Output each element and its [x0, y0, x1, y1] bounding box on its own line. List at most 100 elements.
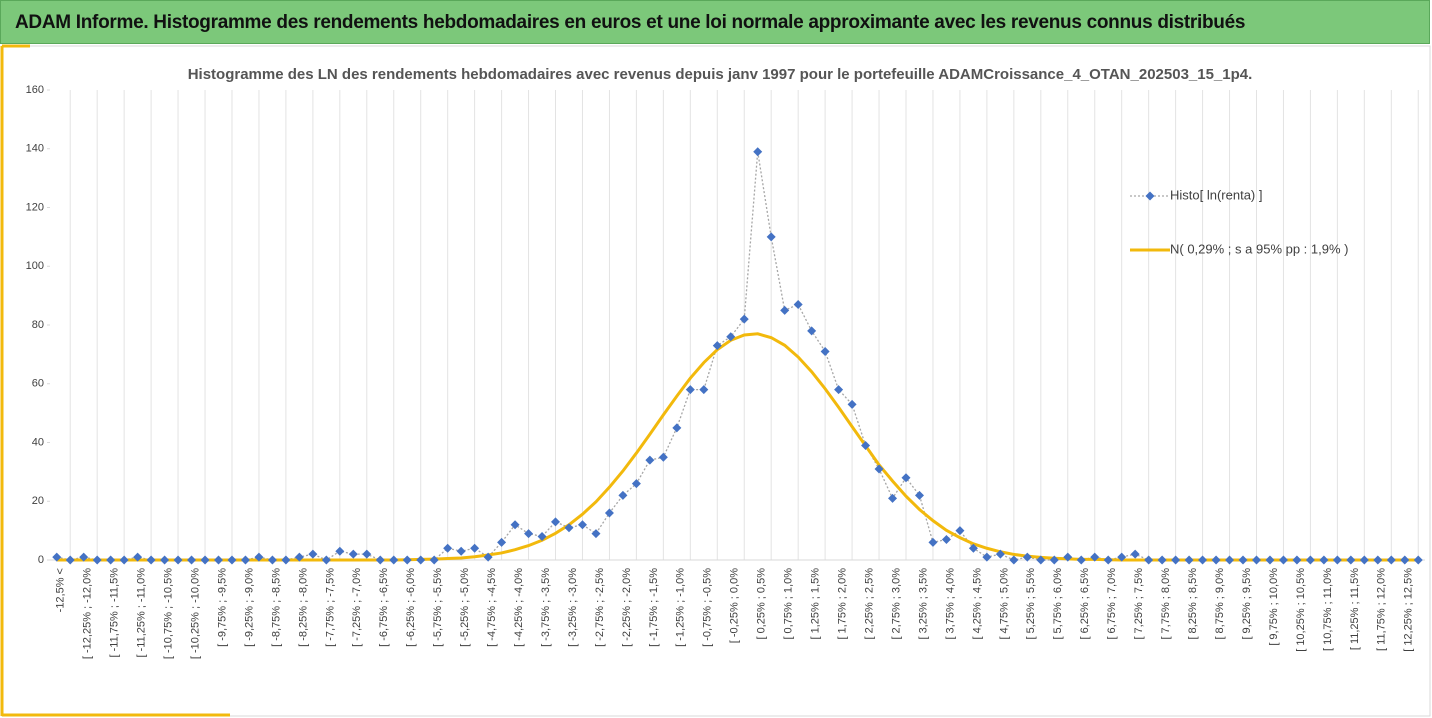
histogram-point [335, 546, 345, 556]
histogram-point [133, 552, 143, 562]
histogram-point [955, 526, 965, 536]
x-tick-label: [ -10,25% ; -10,0% [189, 568, 201, 659]
histogram-point [281, 555, 291, 565]
x-tick-label: [ -8,25% ; -8,0% [297, 568, 309, 647]
histogram-point [65, 555, 75, 565]
histogram-point [807, 326, 817, 336]
histogram-point [1063, 552, 1073, 562]
y-tick-label: 80 [32, 319, 44, 331]
histogram-point [793, 299, 803, 309]
histogram-point [820, 346, 830, 356]
x-tick-label: [ -8,75% ; -8,5% [270, 568, 282, 647]
histogram-point [362, 549, 372, 559]
histogram-point [308, 549, 318, 559]
legend-label: Histo[ ln(renta) ] [1170, 187, 1262, 202]
x-tick-label: [ 2,75% ; 3,0% [890, 568, 902, 640]
histogram-point [753, 147, 763, 157]
histogram-point [726, 332, 736, 342]
x-tick-label: [ 5,25% ; 5,5% [1025, 568, 1037, 640]
histogram-point [443, 543, 453, 553]
histogram-point [645, 455, 655, 465]
histogram-point [1238, 555, 1248, 565]
chart-title: Histogramme des LN des rendements hebdom… [188, 66, 1253, 83]
legend-marker [1145, 191, 1155, 201]
histogram-point [321, 555, 331, 565]
x-tick-label: [ 7,25% ; 7,5% [1133, 568, 1145, 640]
histogram-point [847, 399, 857, 409]
histogram-point [1049, 555, 1059, 565]
x-tick-label: [ 7,75% ; 8,0% [1160, 568, 1172, 640]
histogram-point [1130, 549, 1140, 559]
histogram-point [941, 534, 951, 544]
histogram-point [173, 555, 183, 565]
histogram-point [1278, 555, 1288, 565]
histogram-point [537, 532, 547, 541]
histogram-point [416, 555, 426, 565]
histogram-point [214, 555, 224, 565]
histogram-point [187, 555, 197, 565]
histogram-point [146, 555, 156, 565]
histogram-point [52, 552, 62, 562]
x-tick-label: [ -7,25% ; -7,0% [351, 568, 363, 647]
x-tick-label: [ 0,75% ; 1,0% [783, 568, 795, 640]
x-tick-label: [ 6,75% ; 7,0% [1106, 568, 1118, 640]
histogram-point [834, 385, 844, 395]
histogram-point [1090, 552, 1100, 562]
histogram-point [1332, 555, 1342, 565]
histogram-point [79, 552, 89, 562]
x-tick-label: [ -9,75% ; -9,5% [216, 568, 228, 647]
y-tick-label: 0 [38, 554, 44, 566]
x-tick-label: [ 4,75% ; 5,0% [998, 568, 1010, 640]
x-tick-label: [ -10,75% ; -10,5% [162, 568, 174, 659]
histogram-point [389, 555, 399, 565]
histogram-point [1009, 555, 1019, 565]
histogram-point [577, 520, 587, 530]
x-tick-label: [ 4,25% ; 4,5% [971, 568, 983, 640]
x-tick-label: [ -0,75% ; -0,5% [702, 568, 714, 647]
x-tick-label: [ -0,25% ; 0,0% [729, 568, 741, 643]
histogram-point [1305, 555, 1315, 565]
histogram-point [240, 555, 250, 565]
histogram-point [1144, 555, 1154, 565]
x-tick-label: [ -5,75% ; -5,5% [432, 568, 444, 647]
x-tick-label: [ 9,25% ; 9,5% [1241, 568, 1253, 640]
histogram-point [780, 305, 790, 315]
histogram-point [497, 537, 507, 547]
histogram-point [658, 452, 668, 462]
normal-curve [56, 332, 1419, 562]
histogram-point [928, 537, 938, 547]
x-tick-label: [ -9,25% ; -9,0% [243, 568, 255, 647]
histogram-point [456, 546, 466, 556]
histogram-point [739, 314, 749, 324]
x-tick-label: [ -1,75% ; -1,5% [648, 568, 660, 647]
histogram-point [1117, 552, 1127, 562]
x-tick-label: [ -6,75% ; -6,5% [378, 568, 390, 647]
histogram-point [551, 517, 561, 527]
x-tick-label: [ -5,25% ; -5,0% [459, 568, 471, 647]
histogram-point [254, 552, 264, 562]
histogram-point [1171, 555, 1181, 565]
histogram-point [1225, 555, 1235, 565]
histogram-point [375, 555, 385, 565]
x-tick-label: [ 10,75% ; 11,0% [1322, 568, 1334, 651]
histogram-point [901, 473, 911, 483]
legend-label: N( 0,29% ; s a 95% pp : 1,9% ) [1170, 241, 1348, 256]
x-tick-label: [ -4,75% ; -4,5% [486, 568, 498, 647]
x-tick-label: [ -2,75% ; -2,5% [594, 568, 606, 647]
histogram-point [1292, 555, 1302, 565]
histogram-point [604, 508, 614, 518]
histogram-point [982, 552, 992, 562]
histogram-point [1022, 552, 1032, 562]
histogram-point [510, 520, 520, 530]
histogram-point [483, 552, 493, 562]
histogram-point [227, 555, 237, 565]
histogram-point [699, 385, 709, 395]
histogram-point [348, 549, 358, 559]
x-tick-label: [ 11,75% ; 12,0% [1376, 568, 1388, 651]
x-tick-label: [ -4,25% ; -4,0% [513, 568, 525, 647]
histogram-point [106, 555, 116, 565]
x-tick-label: [ 5,75% ; 6,0% [1052, 568, 1064, 640]
histogram-point [1036, 555, 1046, 565]
histogram-point [92, 555, 102, 565]
